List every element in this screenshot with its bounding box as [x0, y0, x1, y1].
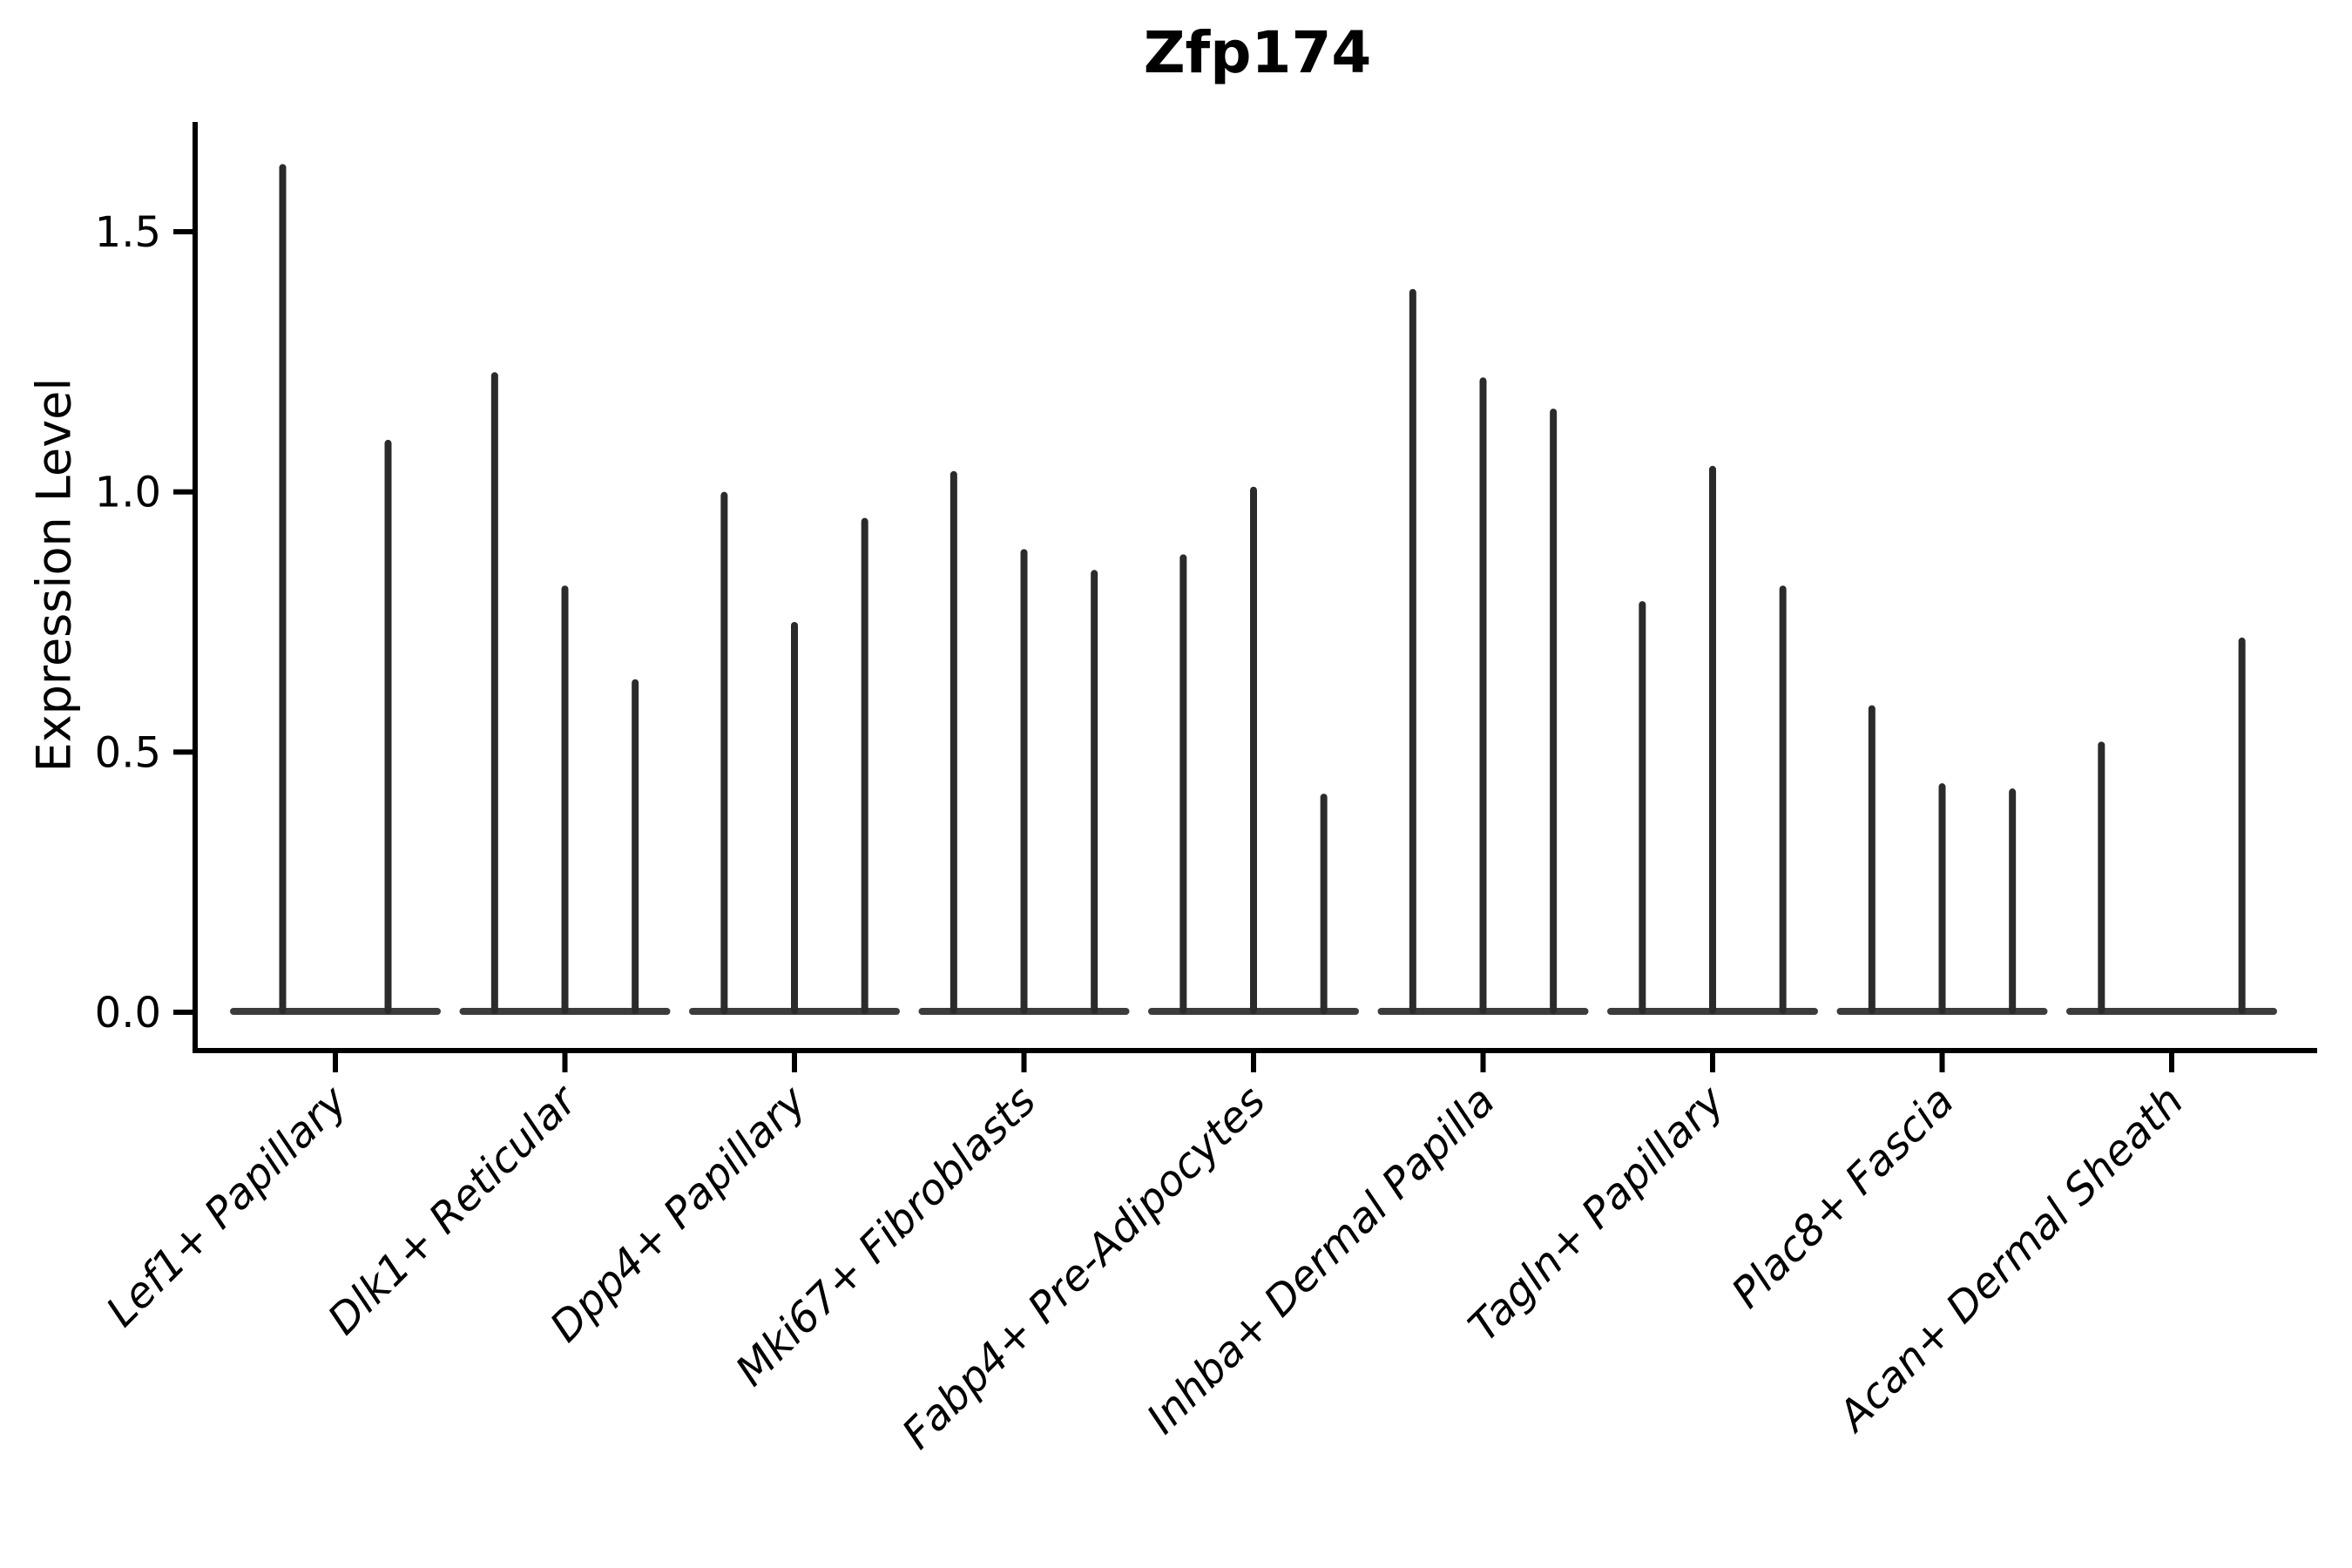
violin-spike: [1639, 601, 1646, 1014]
violin-spike: [2009, 788, 2017, 1014]
x-tick-label: Dpp4+ Papillary: [541, 1076, 816, 1351]
violin-spike: [279, 164, 287, 1014]
violin-spike: [1479, 377, 1487, 1014]
y-tick-label: 0.5: [95, 728, 161, 777]
y-axis-line: [193, 122, 198, 1053]
violin-spike: [1938, 783, 1946, 1014]
x-tick: [2169, 1048, 2174, 1072]
violin-spike: [861, 517, 868, 1014]
violin-base: [230, 1008, 441, 1015]
violin-spike: [1709, 465, 1716, 1014]
plot-title: Zfp174: [1143, 19, 1372, 86]
x-tick-label: Dlk1+ Reticular: [319, 1075, 589, 1345]
x-tick: [1480, 1048, 1486, 1072]
x-tick: [333, 1048, 338, 1072]
y-tick-label: 0.0: [95, 989, 161, 1037]
violin-spike: [1250, 486, 1257, 1014]
violin-base: [2066, 1008, 2277, 1015]
violin-spike: [490, 372, 498, 1015]
violin-spike: [1091, 570, 1098, 1014]
x-tick: [792, 1048, 797, 1072]
x-tick: [562, 1048, 568, 1072]
violin-spike: [1409, 288, 1416, 1014]
x-tick: [1710, 1048, 1715, 1072]
x-tick-label: Plac8+ Fascia: [1722, 1077, 1963, 1318]
violin-spike: [1868, 705, 1876, 1014]
y-tick: [173, 489, 193, 495]
x-tick-label: Tagln+ Papillary: [1459, 1076, 1734, 1351]
violin-spike: [1779, 585, 1787, 1014]
violin-spike: [950, 470, 957, 1014]
violin-spike: [632, 679, 639, 1014]
violin-spike: [561, 585, 569, 1014]
y-tick: [173, 749, 193, 755]
x-tick: [1021, 1048, 1027, 1072]
violin-spike: [2098, 741, 2105, 1014]
y-tick-label: 1.5: [95, 208, 161, 257]
x-tick: [1939, 1048, 1945, 1072]
violin-spike: [1550, 409, 1558, 1015]
violin-spike: [1020, 549, 1028, 1014]
violin-spike: [720, 491, 728, 1014]
y-tick: [173, 1010, 193, 1015]
x-tick: [1251, 1048, 1256, 1072]
violin-spike: [1320, 794, 1328, 1014]
violin-spike: [2238, 637, 2246, 1014]
violin-spike: [384, 439, 392, 1014]
y-tick-label: 1.0: [95, 469, 161, 517]
violin-spike: [791, 622, 798, 1014]
y-tick: [173, 229, 193, 235]
violin-spike: [1179, 554, 1187, 1014]
x-tick-label: Fabp4+ Pre-Adipocytes: [893, 1077, 1275, 1459]
x-tick-label: Lef1+ Papillary: [97, 1076, 357, 1336]
